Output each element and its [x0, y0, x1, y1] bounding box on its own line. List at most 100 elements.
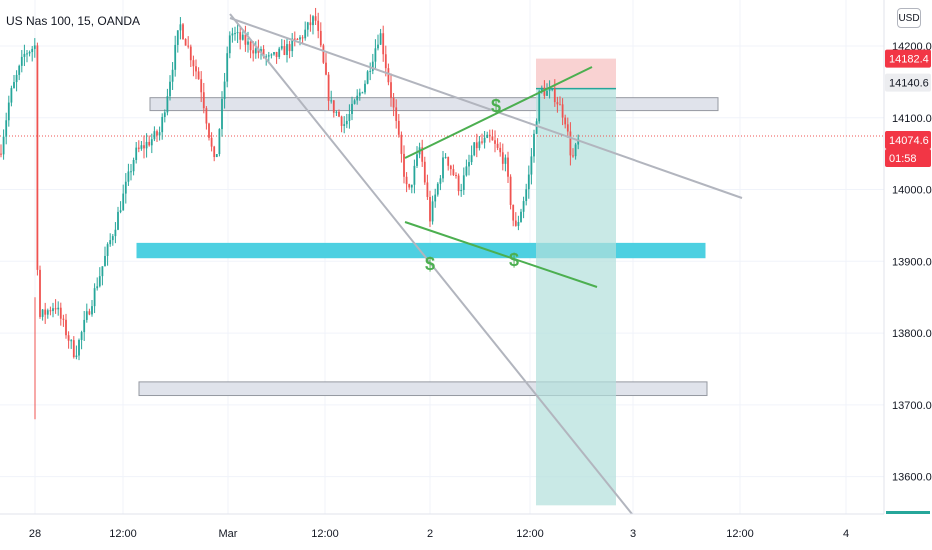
- candle: [231, 27, 234, 43]
- candle-body: [205, 108, 208, 124]
- candle-body: [426, 182, 429, 197]
- candle: [322, 43, 325, 64]
- candle: [163, 109, 166, 123]
- candle-body: [278, 48, 281, 57]
- candle: [132, 157, 135, 176]
- lower-descending-line: [229, 13, 633, 515]
- candle-body: [226, 53, 229, 82]
- candle-body: [210, 137, 213, 147]
- candle: [361, 91, 364, 94]
- candle-body: [75, 355, 78, 358]
- candle-body: [184, 39, 187, 46]
- candle-body: [509, 176, 512, 205]
- candle-body: [564, 117, 567, 125]
- candle: [254, 41, 257, 59]
- candle: [509, 174, 512, 210]
- candle: [356, 89, 359, 105]
- candle-body: [247, 41, 249, 45]
- candle: [366, 70, 369, 85]
- trendlines[interactable]: [229, 13, 743, 515]
- candle: [551, 88, 554, 92]
- candle: [525, 183, 528, 206]
- candle: [559, 96, 561, 106]
- currency-button[interactable]: USD: [897, 8, 921, 28]
- candle-body: [0, 153, 2, 155]
- price-badge-stop: [885, 49, 931, 68]
- candle: [33, 38, 36, 58]
- candle: [501, 143, 504, 171]
- candle-body: [176, 30, 179, 45]
- candle: [351, 96, 353, 121]
- candle: [340, 115, 343, 133]
- candle-body: [291, 38, 294, 52]
- candle: [205, 106, 208, 130]
- candle: [221, 91, 223, 137]
- candle: [41, 309, 44, 321]
- candle: [135, 142, 138, 164]
- candle-body: [119, 210, 122, 212]
- candle: [200, 71, 203, 103]
- candle-body: [288, 44, 291, 52]
- price-badge-label: 14140.6: [889, 78, 929, 90]
- candle: [392, 92, 395, 117]
- stop-zone: [536, 58, 616, 89]
- candle-body: [101, 266, 104, 277]
- candle: [169, 75, 171, 101]
- candle: [319, 22, 322, 48]
- candle-body: [130, 171, 132, 173]
- candle: [312, 15, 314, 35]
- candle-body: [491, 136, 494, 141]
- candle: [78, 338, 80, 361]
- candle: [553, 79, 556, 107]
- candle: [72, 336, 75, 359]
- candle-body: [330, 100, 333, 102]
- candle-body: [403, 153, 405, 177]
- candle-body: [83, 319, 86, 333]
- candle-body: [397, 120, 400, 135]
- candle-body: [293, 38, 296, 40]
- candle: [174, 35, 177, 77]
- candle-body: [72, 340, 75, 358]
- candle: [75, 345, 78, 360]
- candle-body: [296, 38, 299, 40]
- candle-body: [192, 60, 195, 67]
- candle-body: [286, 44, 288, 55]
- candle: [153, 126, 156, 142]
- candle-body: [413, 165, 416, 185]
- candle-body: [189, 46, 192, 61]
- candle: [499, 142, 502, 157]
- candle-body: [18, 65, 21, 75]
- candle: [226, 46, 229, 88]
- candle-body: [369, 70, 372, 72]
- candle-body: [504, 157, 507, 164]
- candle: [223, 72, 226, 109]
- candle: [434, 188, 437, 208]
- candle-body: [358, 92, 361, 96]
- candle-body: [31, 48, 34, 53]
- candle-body: [530, 156, 533, 175]
- candle: [569, 122, 572, 166]
- candle: [114, 222, 117, 244]
- candle-body: [161, 116, 164, 133]
- candle: [192, 55, 195, 77]
- candle-body: [533, 133, 535, 157]
- candle-body: [332, 100, 335, 113]
- x-tick-label: 12:00: [109, 528, 137, 540]
- candle: [449, 164, 452, 176]
- candle: [556, 96, 559, 113]
- candle: [20, 49, 23, 73]
- candle-body: [340, 116, 343, 126]
- candle-body: [473, 142, 476, 156]
- candle: [494, 130, 496, 153]
- candle: [145, 133, 148, 158]
- y-tick-label: 13800.0: [892, 328, 932, 340]
- y-tick-label: 13700.0: [892, 400, 932, 412]
- candle-body: [379, 33, 382, 45]
- short-position-tool[interactable]: [0, 58, 884, 506]
- x-tick-label: 12:00: [726, 528, 754, 540]
- candle-body: [135, 147, 138, 160]
- candle: [161, 113, 164, 140]
- candle: [348, 104, 351, 129]
